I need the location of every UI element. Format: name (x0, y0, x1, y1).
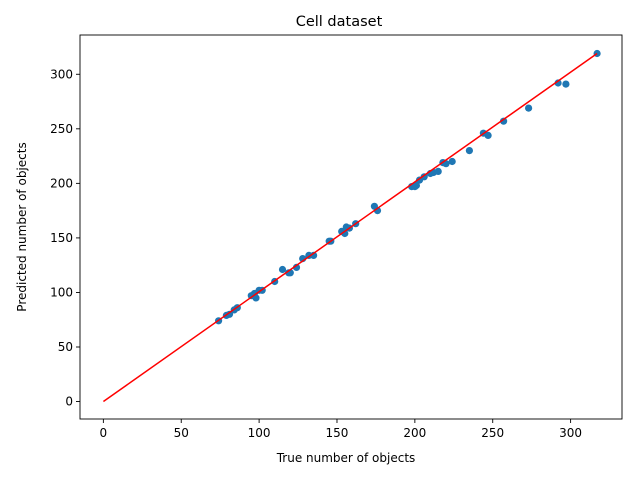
x-tick-label: 100 (248, 426, 271, 440)
plot-area (102, 49, 601, 403)
identity-line (102, 52, 598, 403)
data-point (562, 80, 570, 88)
data-point (554, 79, 562, 87)
data-point (525, 104, 533, 112)
x-tick-label: 50 (174, 426, 189, 440)
y-tick-label: 250 (50, 122, 73, 136)
y-tick-label: 200 (50, 176, 73, 190)
data-point (310, 251, 318, 259)
x-axis: 0 50 100 150 200 250 300 (100, 419, 582, 440)
y-tick-label: 0 (65, 395, 73, 409)
y-tick-label: 100 (50, 285, 73, 299)
x-axis-label: True number of objects (276, 451, 416, 465)
data-point (465, 147, 473, 155)
data-point (500, 117, 508, 125)
y-tick-label: 300 (50, 67, 73, 81)
y-tick-label: 150 (50, 231, 73, 245)
data-point (434, 167, 442, 175)
data-point (448, 157, 456, 166)
data-point (225, 310, 234, 318)
x-tick-label: 150 (326, 426, 349, 440)
y-tick-label: 50 (58, 340, 73, 354)
x-tick-label: 300 (559, 426, 582, 440)
y-axis: 0 50 100 150 200 250 300 (50, 67, 80, 409)
data-point (278, 265, 287, 274)
x-tick-label: 250 (481, 426, 504, 440)
y-axis-label: Predicted number of objects (15, 142, 29, 311)
data-point (292, 263, 301, 271)
data-point (484, 131, 492, 139)
x-tick-label: 200 (403, 426, 426, 440)
axes-frame (79, 34, 623, 420)
x-tick-label: 0 (100, 426, 108, 440)
chart-title: Cell dataset (296, 14, 383, 30)
data-point (412, 181, 420, 190)
